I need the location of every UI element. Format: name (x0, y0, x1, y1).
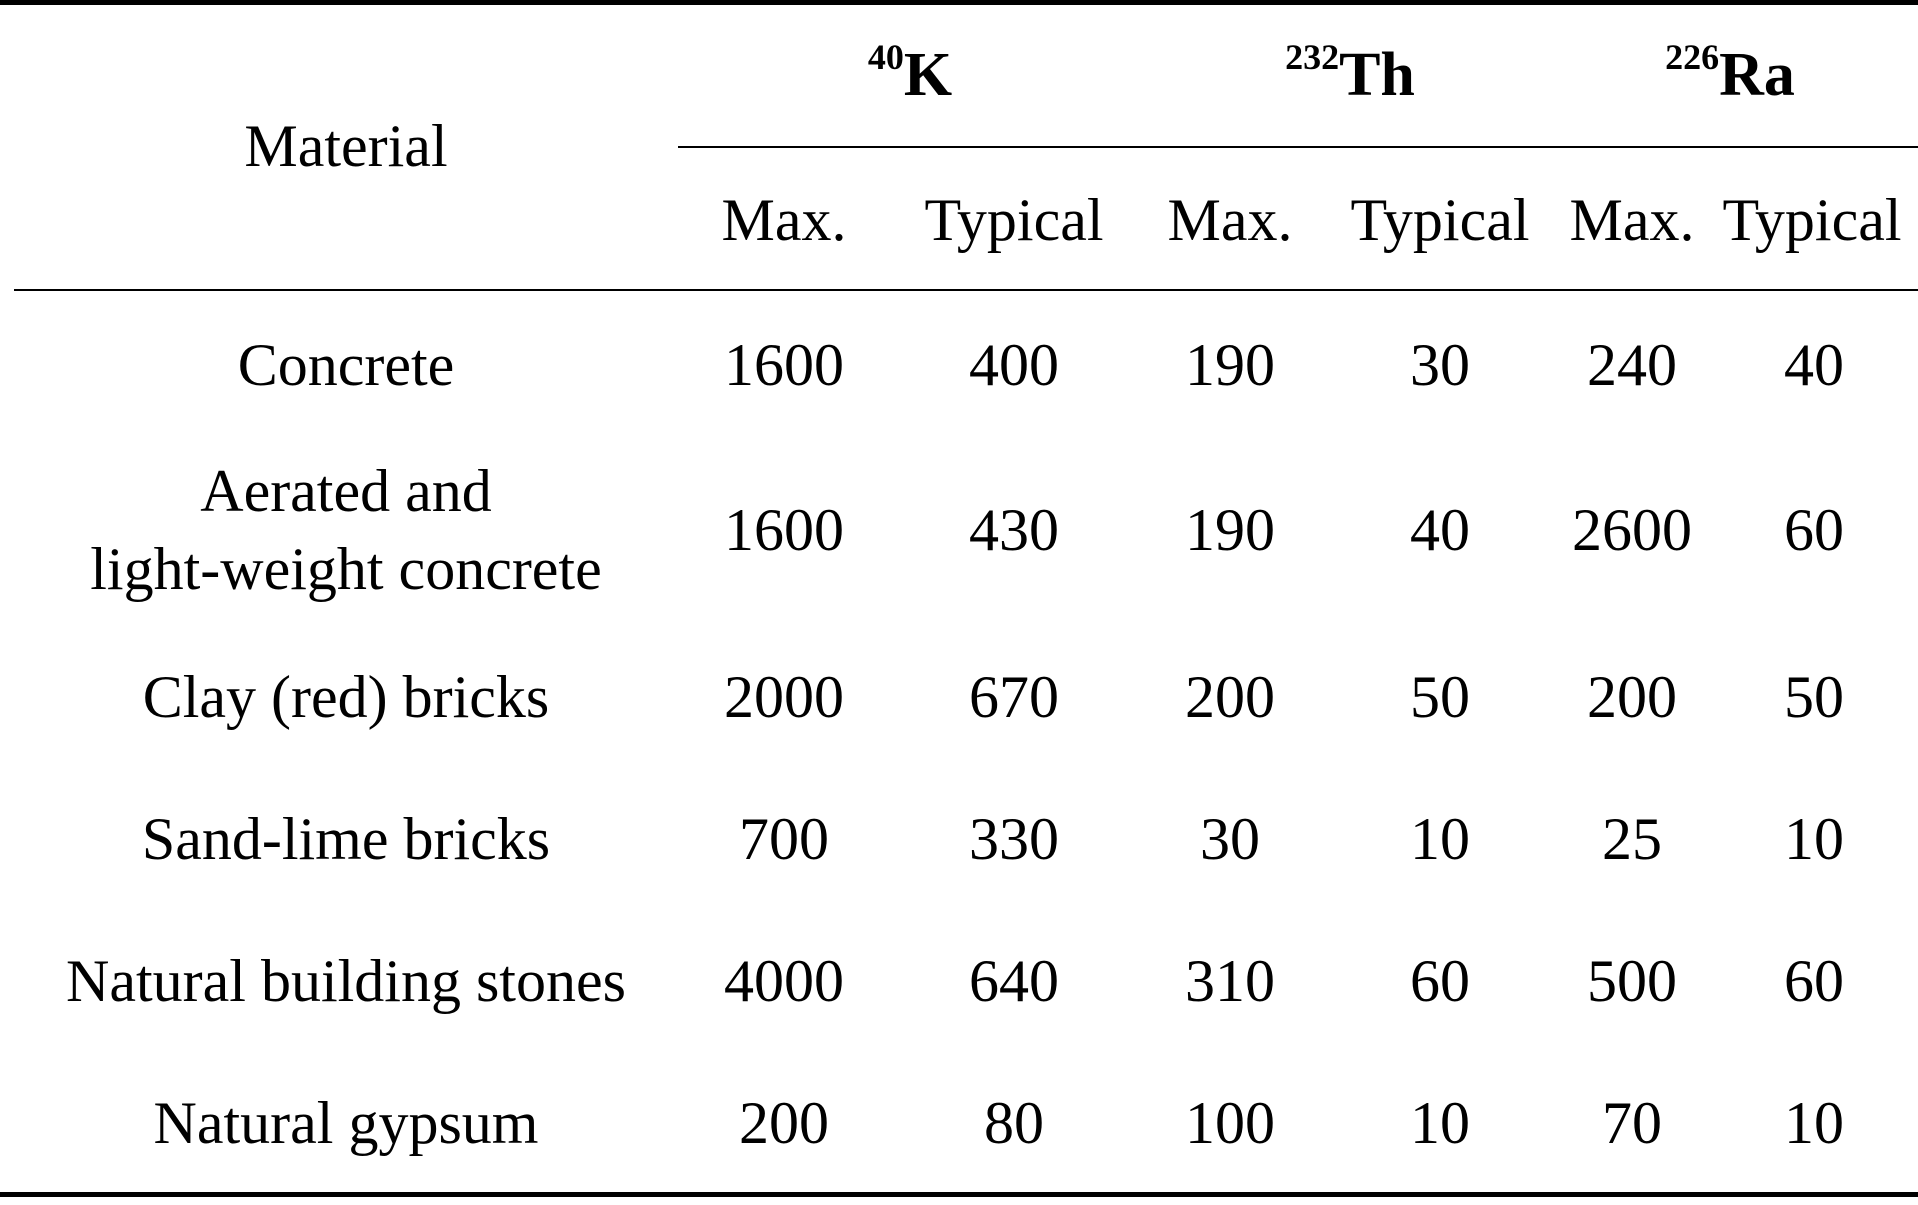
isotope-mass: 226 (1665, 37, 1720, 77)
table-cell: 25 (1602, 806, 1662, 872)
isotope-mass: 232 (1285, 37, 1340, 77)
table-cell: 40 (1784, 332, 1844, 398)
table-cell: 50 (1410, 664, 1470, 730)
table-cell: 2600 (1572, 497, 1692, 563)
table-cell: 190 (1185, 497, 1275, 563)
material-line: Aerated and (200, 458, 492, 524)
table-cell: 430 (969, 497, 1059, 563)
table-cell: 240 (1587, 332, 1677, 398)
bottom-rule (0, 1192, 1918, 1197)
table-cell: 700 (739, 806, 829, 872)
isotope-symbol: Ra (1719, 41, 1795, 109)
table-cell: 1600 (724, 497, 844, 563)
table-cell: 60 (1784, 497, 1844, 563)
table-cell: 670 (969, 664, 1059, 730)
row-concrete-material: Concrete (237, 332, 455, 398)
table-cell: 10 (1410, 1090, 1470, 1156)
table-cell: 60 (1410, 948, 1470, 1014)
table-cell: 80 (984, 1090, 1044, 1156)
row-stones-material: Natural building stones (66, 948, 626, 1014)
isotope-header-th232: 232Th (1120, 30, 1580, 120)
subheader-th-max: Max. (1167, 187, 1293, 253)
subheader-k-max: Max. (721, 187, 847, 253)
table-cell: 40 (1410, 497, 1470, 563)
isotope-symbol: K (903, 41, 953, 109)
subheader-ra-typical: Typical (1722, 187, 1902, 253)
header-bottom-rule (14, 289, 1918, 291)
subheader-k-typical: Typical (924, 187, 1104, 253)
material-line: light-weight concrete (90, 536, 602, 602)
subheader-th-typical: Typical (1350, 187, 1530, 253)
table-cell: 10 (1784, 806, 1844, 872)
row-aerated-material: Aerated and light-weight concrete (0, 450, 692, 610)
table-cell: 200 (1185, 664, 1275, 730)
table-cell: 310 (1185, 948, 1275, 1014)
isotope-header-ra226: 226Ra (1540, 30, 1918, 120)
table-cell: 1600 (724, 332, 844, 398)
row-gypsum-material: Natural gypsum (153, 1090, 539, 1156)
table-cell: 330 (969, 806, 1059, 872)
top-rule (0, 0, 1918, 5)
row-sand-lime-material: Sand-lime bricks (141, 806, 551, 872)
material-column-header: Material (244, 113, 448, 179)
row-clay-material: Clay (red) bricks (142, 664, 550, 730)
table-cell: 70 (1602, 1090, 1662, 1156)
table-cell: 30 (1200, 806, 1260, 872)
table-cell: 190 (1185, 332, 1275, 398)
table-cell: 100 (1185, 1090, 1275, 1156)
table-cell: 60 (1784, 948, 1844, 1014)
table-cell: 200 (1587, 664, 1677, 730)
isotope-subheader-rule (678, 146, 1918, 148)
isotope-header-k40: 40K (680, 30, 1140, 120)
table-cell: 30 (1410, 332, 1470, 398)
subheader-ra-max: Max. (1569, 187, 1695, 253)
table-cell: 640 (969, 948, 1059, 1014)
table-cell: 2000 (724, 664, 844, 730)
table-cell: 10 (1410, 806, 1470, 872)
table-cell: 4000 (724, 948, 844, 1014)
table-cell: 500 (1587, 948, 1677, 1014)
table-cell: 200 (739, 1090, 829, 1156)
table-cell: 10 (1784, 1090, 1844, 1156)
isotope-symbol: Th (1339, 41, 1415, 109)
isotope-mass: 40 (867, 37, 904, 77)
table-cell: 50 (1784, 664, 1844, 730)
table-cell: 400 (969, 332, 1059, 398)
